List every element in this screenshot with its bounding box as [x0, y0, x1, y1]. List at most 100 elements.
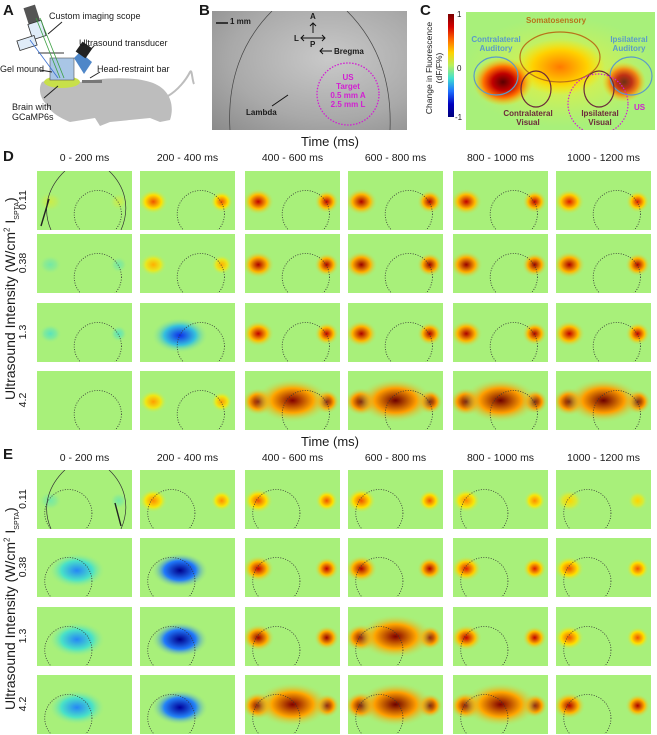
panel-letter-c: C [420, 2, 431, 19]
activity-blob [140, 488, 168, 513]
us-target-circle [281, 253, 330, 293]
activity-blob [625, 190, 650, 213]
activity-blob [245, 251, 275, 279]
activity-blob [522, 190, 548, 214]
activity-blob [348, 188, 378, 216]
somatosensory-outline [519, 31, 601, 83]
us-target-circle [281, 190, 330, 230]
us-target-circle [73, 190, 122, 230]
us-target-circle [384, 390, 433, 430]
activity-blob [245, 188, 275, 215]
activity-blob [48, 689, 106, 726]
us-target-circle [384, 322, 433, 362]
activity-blob [245, 488, 274, 513]
us-target-circle [489, 390, 538, 430]
e-heatmap-cell [37, 470, 132, 529]
midline-marker [114, 502, 122, 527]
label-gel-mound: Gel mound [0, 64, 45, 74]
us-target-line3: 0.5 mm A [330, 91, 366, 100]
us-target-circle [316, 62, 380, 126]
bregma-label: Bregma [334, 47, 364, 56]
e-heatmap-cell [348, 675, 443, 734]
e-heatmap-cell [453, 607, 548, 666]
activity-blob [357, 682, 434, 727]
activity-blob [523, 490, 546, 512]
d-col-label: 600 - 800 ms [364, 152, 427, 164]
midline-marker [40, 198, 50, 227]
colorbar-tick-max: 1 [457, 10, 462, 19]
activity-blob [627, 491, 648, 511]
panel-letter-e: E [3, 446, 14, 463]
e-col-label: 600 - 800 ms [364, 452, 427, 464]
d-heatmap-cell [37, 234, 132, 293]
us-target-circle [489, 322, 538, 362]
region-map-panel: Somatosensory Contralateral Auditory Ips… [466, 12, 655, 130]
activity-blob [357, 614, 434, 659]
activity-blob [462, 378, 539, 423]
d-col-label: 200 - 400 ms [156, 152, 219, 164]
us-target-circle [460, 694, 509, 734]
d-heatmap-cell [348, 234, 443, 293]
e-col-label: 0 - 200 ms [59, 452, 110, 464]
us-target-circle [563, 557, 612, 597]
us-target-circle [355, 557, 404, 597]
transducer-icon [74, 52, 92, 74]
setup-schematic [16, 4, 195, 126]
us-target-line4: 2.5 mm L [330, 100, 366, 109]
panel-letter-b: B [199, 2, 210, 19]
colorbar-tick-zero: 0 [457, 64, 462, 73]
compass-a: A [310, 12, 316, 21]
activity-blob [38, 392, 62, 412]
us-target-circle [147, 489, 196, 529]
us-target-circle [252, 557, 301, 597]
label-contralateral-visual: Contralateral Visual [500, 109, 556, 127]
label-contralateral-auditory: Contralateral Auditory [470, 35, 522, 53]
colorbar [448, 14, 454, 117]
us-target-circle [281, 322, 330, 362]
d-y-title-sub: SPTA [13, 201, 21, 220]
activity-blob [314, 190, 340, 214]
activity-blob [348, 250, 378, 279]
activity-blob [211, 391, 233, 412]
activity-blob [357, 378, 434, 423]
activity-blob [625, 693, 651, 718]
activity-blob [314, 557, 340, 581]
e-heatmap-cell [140, 675, 235, 734]
us-target-circle [73, 390, 122, 430]
activity-blob [313, 625, 340, 650]
activity-blob [110, 325, 128, 342]
activity-blob [565, 378, 642, 423]
activity-blob [38, 191, 63, 212]
label-imaging-scope: Custom imaging scope [49, 11, 141, 21]
activity-blob [245, 623, 275, 652]
us-target-circle [44, 489, 93, 529]
d-heatmap-cell [556, 234, 651, 293]
us-target-circle [44, 626, 93, 666]
skull-outline [229, 11, 391, 130]
us-target-circle [460, 557, 509, 597]
us-target-circle [355, 489, 404, 529]
d-heatmap-cell [556, 303, 651, 362]
us-target-circle [592, 322, 641, 362]
contralateral-visual-outline [520, 70, 552, 108]
e-heatmap-cell [140, 538, 235, 597]
mouse-silhouette [39, 78, 172, 126]
d-heatmap-cell [348, 303, 443, 362]
activity-blob [453, 320, 483, 348]
brain-image-panel: 1 mm A L P Bregma Lambda US Target 0.5 m… [212, 11, 407, 130]
activity-blob [453, 555, 482, 582]
panel-letter-d: D [3, 148, 14, 165]
d-heatmap-cell [245, 234, 340, 293]
d-heatmap-cell [348, 371, 443, 430]
activity-blob [314, 252, 340, 277]
us-target-circle [355, 694, 404, 734]
activity-blob [522, 321, 548, 346]
activity-blob [556, 251, 586, 279]
us-target-circle [147, 626, 196, 666]
activity-blob [625, 252, 651, 277]
compass-l: L [294, 34, 299, 43]
activity-blob [245, 555, 275, 582]
activity-blob [315, 489, 339, 512]
activity-blob [348, 555, 378, 583]
us-target-circle [460, 626, 509, 666]
